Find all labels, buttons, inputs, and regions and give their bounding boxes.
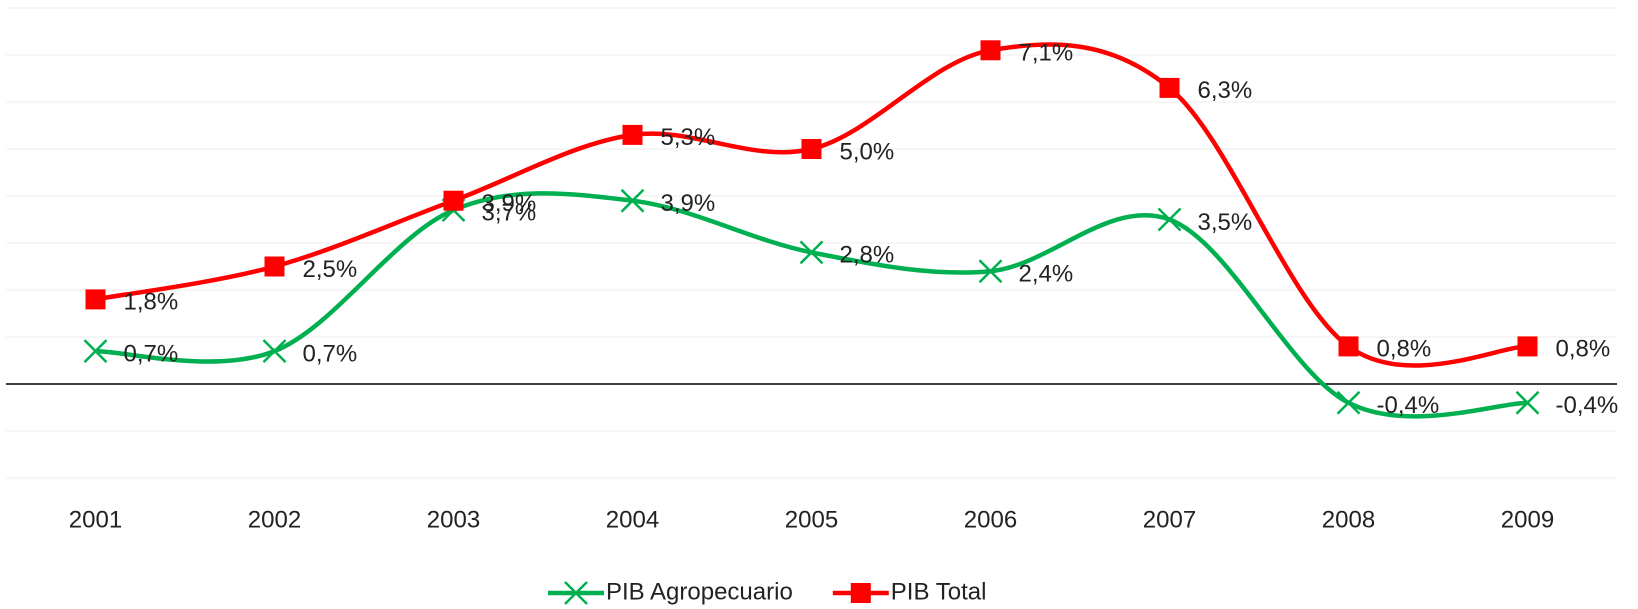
data-label: -0,4% <box>1556 392 1619 419</box>
data-point <box>443 190 464 211</box>
x-tick-label: 2004 <box>606 506 659 533</box>
data-point <box>1157 207 1182 232</box>
data-point <box>799 240 824 265</box>
data-label: 3,9% <box>482 190 537 217</box>
data-label: -0,4% <box>1377 392 1440 419</box>
data-point <box>622 124 643 145</box>
series-line <box>95 42 1528 368</box>
x-tick-label: 2001 <box>69 506 122 533</box>
legend-marker <box>564 581 588 605</box>
data-label: 3,5% <box>1198 209 1253 236</box>
data-label: 0,8% <box>1377 336 1432 363</box>
data-label: 2,5% <box>303 256 358 283</box>
data-label: 5,3% <box>661 124 716 151</box>
data-point <box>620 188 645 213</box>
data-label: 6,3% <box>1198 77 1253 104</box>
x-tick-label: 2008 <box>1322 506 1375 533</box>
data-label: 3,7% <box>482 199 537 226</box>
x-tick-label: 2002 <box>248 506 301 533</box>
legend: PIB Agropecuario PIB Total <box>548 578 986 605</box>
data-label: 2,8% <box>840 242 895 269</box>
x-tick-label: 2005 <box>785 506 838 533</box>
x-tick-label: 2006 <box>964 506 1017 533</box>
data-label: 3,9% <box>661 190 716 217</box>
x-tick-label: 2009 <box>1501 506 1554 533</box>
legend-label: PIB Total <box>891 578 987 605</box>
data-point <box>1515 390 1540 415</box>
data-point <box>801 139 822 159</box>
data-point <box>1159 77 1180 98</box>
data-point <box>264 256 285 277</box>
data-point <box>262 339 287 363</box>
data-label: 0,8% <box>1556 336 1611 363</box>
data-label: 7,1% <box>1019 40 1074 67</box>
data-point <box>1338 336 1359 357</box>
data-label: 5,0% <box>840 138 895 165</box>
data-point <box>978 259 1003 284</box>
legend-label: PIB Agropecuario <box>606 578 793 605</box>
data-label: 1,8% <box>124 289 179 316</box>
data-point <box>85 289 106 310</box>
x-tick-label: 2007 <box>1143 506 1196 533</box>
x-tick-label: 2003 <box>427 506 480 533</box>
legend-marker <box>850 583 871 603</box>
data-point <box>1336 390 1361 415</box>
data-label: 0,7% <box>303 340 358 367</box>
data-point <box>980 40 1001 61</box>
data-point <box>83 339 108 363</box>
data-label: 2,4% <box>1019 261 1074 288</box>
data-point <box>1517 336 1538 357</box>
data-label: 0,7% <box>124 340 179 367</box>
